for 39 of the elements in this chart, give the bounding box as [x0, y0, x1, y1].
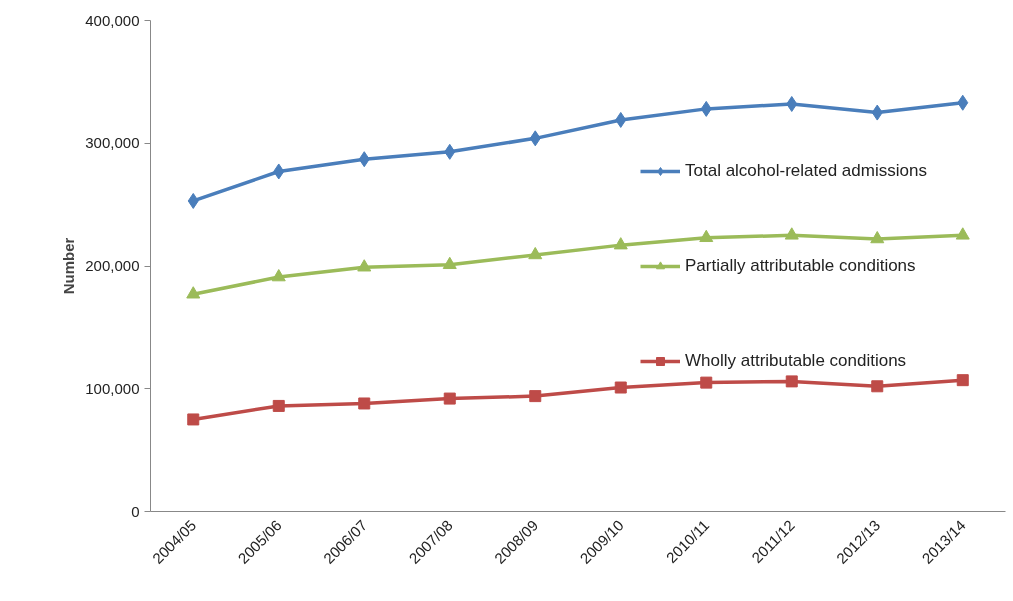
- point: [273, 163, 285, 180]
- point: [614, 381, 627, 394]
- y-axis-title: Number: [60, 237, 78, 295]
- point: [358, 151, 370, 168]
- point: [700, 100, 712, 117]
- point: [613, 237, 628, 250]
- point: [358, 397, 371, 410]
- y-tick-label: 200,000: [85, 257, 140, 274]
- point: [785, 375, 798, 388]
- point: [615, 111, 627, 128]
- point: [871, 104, 883, 121]
- point: [442, 256, 457, 270]
- point: [786, 95, 798, 112]
- point: [955, 227, 970, 240]
- legend-label: Wholly attributable conditions: [685, 351, 907, 371]
- point: [187, 413, 200, 426]
- point: [186, 286, 201, 299]
- point: [444, 143, 456, 160]
- point: [357, 259, 372, 272]
- point: [187, 192, 199, 209]
- y-tick-label: 100,000: [85, 379, 140, 397]
- point: [956, 374, 969, 387]
- point: [871, 380, 884, 393]
- point: [700, 376, 713, 389]
- point: [443, 392, 456, 405]
- point: [529, 390, 542, 403]
- y-tick-label: 400,000: [85, 11, 140, 29]
- legend-label: Partially attributable conditions: [685, 256, 916, 276]
- point: [528, 246, 543, 260]
- y-tick-label: 0: [131, 502, 140, 520]
- point: [957, 94, 969, 111]
- point: [272, 399, 285, 412]
- point: [699, 229, 714, 243]
- point: [784, 227, 799, 240]
- point: [271, 269, 286, 282]
- y-tick-label: 300,000: [85, 134, 140, 152]
- point: [529, 130, 541, 147]
- legend-label: Total alcohol-related admissions: [685, 161, 927, 181]
- point: [870, 230, 885, 244]
